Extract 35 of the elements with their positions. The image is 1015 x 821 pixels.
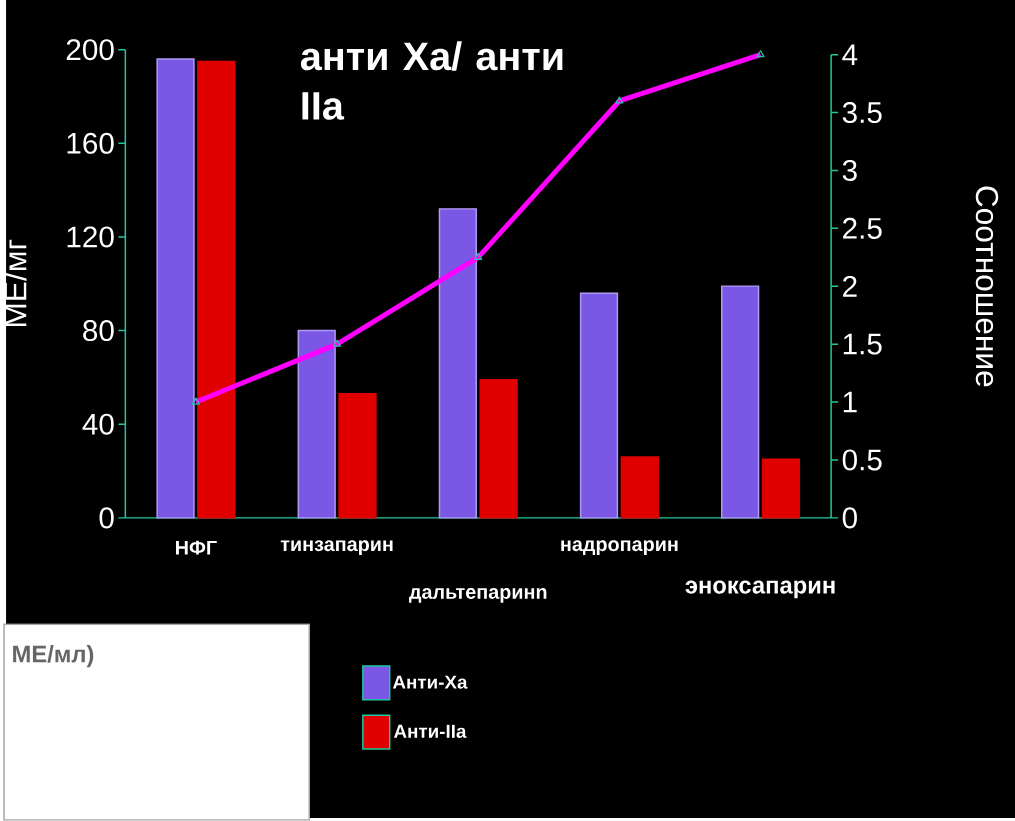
text: МЕ/мл)	[13, 645, 94, 668]
y-tick-label: 160	[67, 132, 114, 154]
y-tick-label: 120	[67, 226, 114, 248]
y2-tick-label: 3	[842, 160, 857, 182]
x-tick-label: надропарин	[561, 540, 678, 556]
chart-title: анти Ха/ анти IIa	[300, 41, 563, 120]
legend-label: Анти-Ха	[392, 675, 468, 689]
y2-tick-label: 0.5	[842, 449, 882, 471]
bar	[479, 379, 518, 519]
x-tick-label: тинзапарин	[280, 540, 393, 556]
bar	[721, 285, 760, 519]
bar	[297, 329, 336, 519]
y2-tick-label: 2	[843, 275, 857, 297]
bar	[438, 208, 477, 519]
y-tick-label: 200	[66, 39, 114, 61]
x-tick-label: эноксапарин	[685, 580, 835, 599]
bar	[620, 456, 659, 519]
bar	[156, 58, 195, 519]
y2-axis-title: Соотношение	[975, 186, 999, 387]
x-tick-label: НФГ	[176, 540, 217, 555]
y-tick-label: 80	[83, 320, 114, 342]
bar	[579, 292, 619, 519]
bar	[761, 458, 801, 519]
y-tick-label: 40	[82, 413, 114, 435]
y2-tick-label: 0	[842, 507, 857, 529]
legend-label: Анти-IIa	[393, 724, 467, 739]
y2-tick-label: 3.5	[842, 102, 882, 124]
y2-tick-label: 1	[843, 391, 857, 413]
y2-tick-label: 4	[842, 44, 858, 65]
bar	[338, 393, 377, 519]
y2-tick-label: 2.5	[843, 217, 882, 239]
y2-tick-label: 1.5	[843, 333, 882, 355]
bar	[197, 60, 236, 519]
y-tick-label: 0	[99, 507, 114, 529]
x-tick-label: дальтепаринn	[409, 588, 547, 603]
